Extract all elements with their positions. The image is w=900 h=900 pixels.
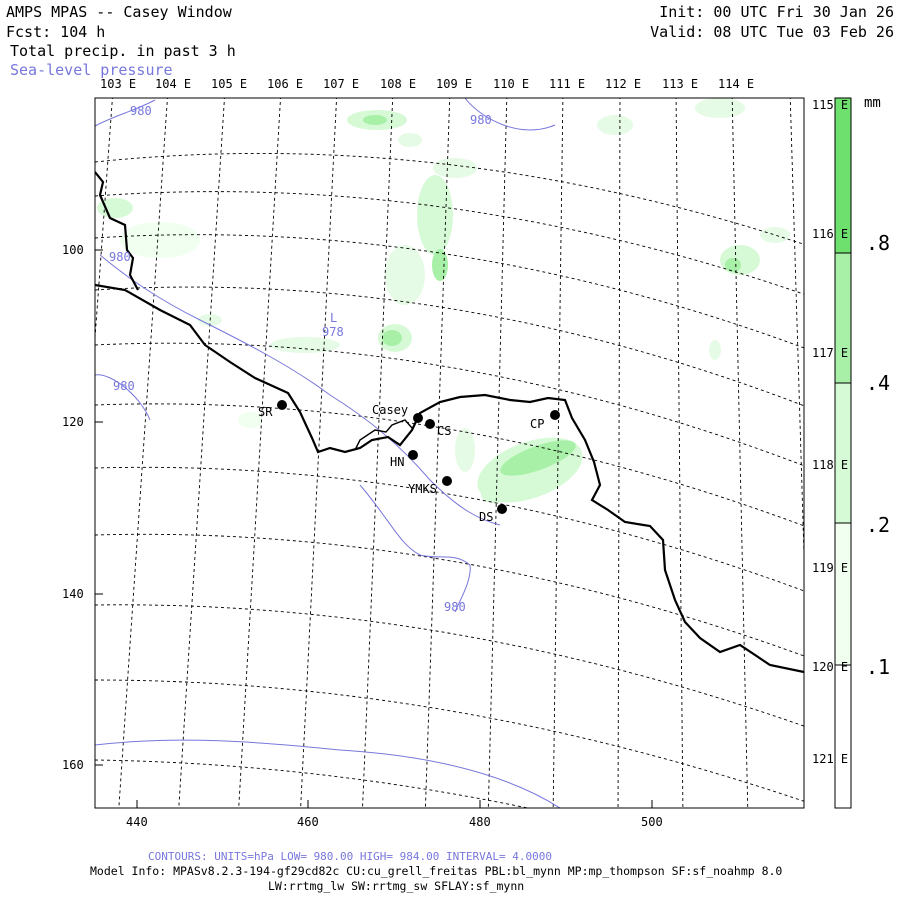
colorbar-unit: mm xyxy=(864,95,881,111)
lon-label: 106 E xyxy=(267,77,304,91)
map-title: AMPS MPAS -- Casey Window xyxy=(6,3,232,21)
isobar-label: 980 xyxy=(109,250,131,264)
isobar-label: 980 xyxy=(444,600,466,614)
station-marker-cp xyxy=(550,410,560,420)
colorbar-swatch-0.4 xyxy=(835,253,851,383)
lon-label: 110 E xyxy=(493,77,530,91)
model-info-line2: LW:rrtmg_lw SW:rrtmg_sw SFLAY:sf_mynn xyxy=(268,879,525,893)
casey-peninsula xyxy=(354,419,413,451)
valid-time: Valid: 08 UTC Tue 03 Feb 26 xyxy=(650,23,894,41)
colorbar-level-label: .1 xyxy=(866,655,891,679)
lon-label: 112 E xyxy=(605,77,642,91)
y-tick-label: 120 xyxy=(62,415,84,429)
lon-label-right: 121 E xyxy=(812,752,849,766)
station-marker-ymks xyxy=(442,476,452,486)
precip-shading xyxy=(97,98,790,503)
lon-label: 111 E xyxy=(549,77,586,91)
lon-label-right: 116 E xyxy=(812,227,849,241)
lon-label: 107 E xyxy=(323,77,360,91)
lon-label: 105 E xyxy=(211,77,248,91)
lon-label-right: 117 E xyxy=(812,346,849,360)
lon-label: 108 E xyxy=(380,77,417,91)
y-tick-label: 160 xyxy=(62,758,84,772)
overlay-name: Sea-level pressure xyxy=(10,61,173,79)
x-tick-label: 480 xyxy=(469,815,491,829)
colorbar-swatch-0.1 xyxy=(835,523,851,665)
y-tick-label: 100 xyxy=(62,243,84,257)
lon-label: 113 E xyxy=(662,77,699,91)
colorbar-swatch-0 xyxy=(835,665,851,808)
forecast-hour: Fcst: 104 h xyxy=(6,23,106,41)
x-tick-label: 460 xyxy=(297,815,319,829)
lon-label: 114 E xyxy=(718,77,755,91)
station-marker-ds xyxy=(497,504,507,514)
lon-label-right: 119 E xyxy=(812,561,849,575)
isobar-label: 980 xyxy=(470,113,492,127)
station-marker-sr xyxy=(277,400,287,410)
plot-frame xyxy=(94,97,805,809)
lon-label: 109 E xyxy=(436,77,473,91)
lon-label-right: 118 E xyxy=(812,458,849,472)
x-tick-label: 500 xyxy=(641,815,663,829)
station-markers xyxy=(277,400,560,514)
station-label-ds: DS xyxy=(479,510,494,524)
colorbar-swatch-0.8 xyxy=(835,98,851,253)
colorbar xyxy=(834,97,852,809)
lon-label: 104 E xyxy=(155,77,192,91)
station-marker-casey xyxy=(413,413,423,423)
x-tick-label: 440 xyxy=(126,815,148,829)
station-label-casey: Casey xyxy=(372,403,409,417)
y-tick-label: 140 xyxy=(62,587,84,601)
lon-label-right: 120 E xyxy=(812,660,849,674)
contour-info: CONTOURS: UNITS=hPa LOW= 980.00 HIGH= 98… xyxy=(148,850,552,863)
station-label-sr: SR xyxy=(258,405,273,419)
station-label-cs: CS xyxy=(437,424,452,438)
lon-label-right: 115 E xyxy=(812,98,849,112)
isobars xyxy=(95,98,561,808)
field-name: Total precip. in past 3 h xyxy=(10,42,236,60)
isobar-label: 980 xyxy=(130,104,152,118)
low-symbol: L xyxy=(330,311,338,325)
station-marker-hn xyxy=(408,450,418,460)
station-marker-cs xyxy=(425,419,435,429)
coastline xyxy=(95,171,804,674)
low-value: 978 xyxy=(322,325,344,339)
model-info: Model Info: MPASv8.2.3-194-gf29cd82c CU:… xyxy=(90,864,783,878)
lon-label: 103 E xyxy=(100,77,137,91)
colorbar-swatch-0.2 xyxy=(835,383,851,523)
station-label-hn: HN xyxy=(390,455,405,469)
colorbar-level-label: .8 xyxy=(866,231,891,255)
isobar-label: 980 xyxy=(113,379,135,393)
latlon-grid xyxy=(95,98,804,808)
colorbar-level-label: .2 xyxy=(866,513,891,537)
station-label-cp: CP xyxy=(530,417,545,431)
init-time: Init: 00 UTC Fri 30 Jan 26 xyxy=(659,3,894,21)
colorbar-level-label: .4 xyxy=(866,371,891,395)
station-label-ymks: YMKS xyxy=(408,482,437,496)
